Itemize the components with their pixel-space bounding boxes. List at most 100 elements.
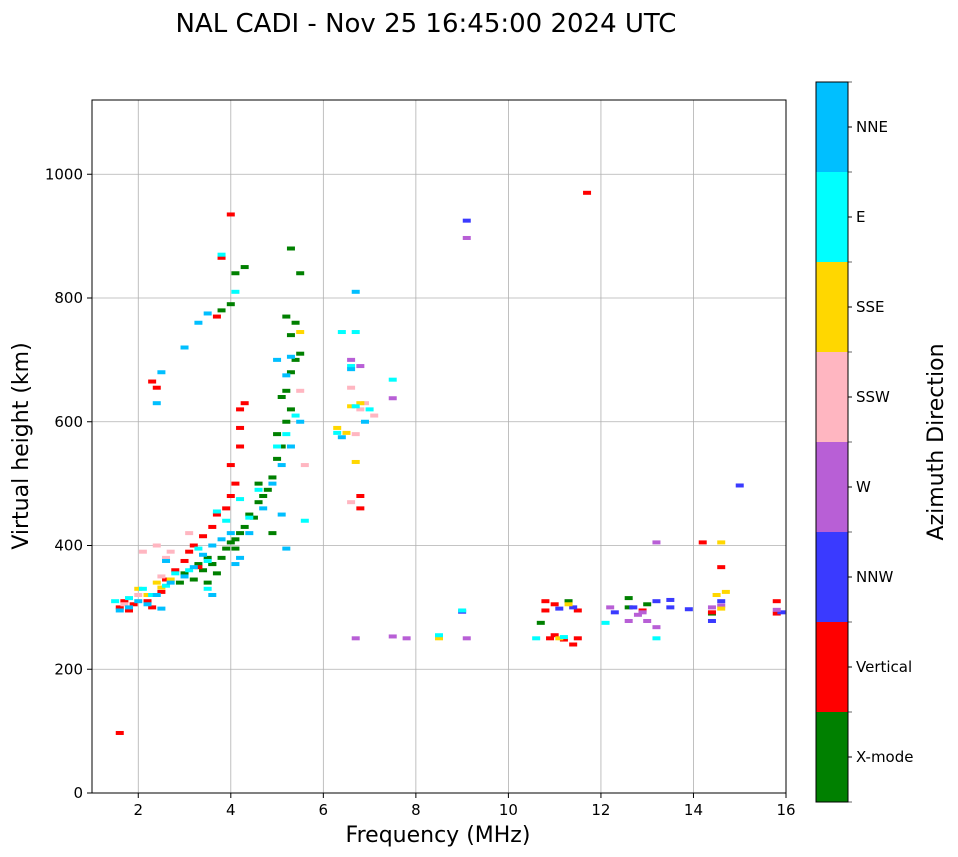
data-point <box>356 401 365 406</box>
colorbar-tick-label: W <box>856 478 871 496</box>
x-axis-ticks: 2 4 6 8 10 12 14 16 <box>133 793 796 819</box>
data-point <box>240 401 249 406</box>
data-point <box>536 620 545 625</box>
data-point <box>273 432 282 437</box>
colorbar-segment <box>816 352 848 442</box>
data-point <box>226 212 235 217</box>
data-point <box>291 357 300 362</box>
x-tick-label: 16 <box>776 801 795 819</box>
y-tick-label: 400 <box>54 537 83 555</box>
data-point <box>222 546 231 551</box>
data-point <box>286 246 295 251</box>
data-point <box>550 633 559 638</box>
data-point <box>282 432 291 437</box>
y-tick-label: 200 <box>54 660 83 678</box>
data-point <box>351 404 360 409</box>
colorbar-segment <box>816 442 848 532</box>
data-point <box>175 580 184 585</box>
data-point <box>148 379 157 384</box>
data-point <box>707 610 716 615</box>
data-point <box>388 377 397 382</box>
data-point <box>189 543 198 548</box>
data-point <box>203 558 212 563</box>
data-point <box>347 357 356 362</box>
data-point <box>351 289 360 294</box>
data-point <box>300 463 309 468</box>
data-point <box>629 605 638 610</box>
data-point <box>273 357 282 362</box>
data-point <box>717 565 726 570</box>
data-point <box>559 637 568 642</box>
data-point <box>388 396 397 401</box>
data-point <box>217 537 226 542</box>
data-point <box>532 636 541 641</box>
data-point <box>208 524 217 529</box>
data-point <box>171 568 180 573</box>
colorbar-tick-label: SSW <box>856 388 890 406</box>
data-point <box>148 593 157 597</box>
data-point <box>684 607 693 612</box>
data-point <box>134 586 143 591</box>
data-point <box>162 583 171 588</box>
data-point <box>148 605 157 610</box>
data-point <box>217 255 226 260</box>
data-point <box>245 515 254 520</box>
data-point <box>157 606 166 611</box>
data-point <box>208 562 217 567</box>
data-point <box>217 252 226 257</box>
plot-frame <box>91 99 787 794</box>
data-point <box>717 606 726 611</box>
x-tick-label: 14 <box>684 801 703 819</box>
data-point <box>217 555 226 560</box>
data-point <box>236 407 245 412</box>
data-point <box>342 430 351 435</box>
x-tick-label: 2 <box>133 801 143 819</box>
data-point <box>707 605 716 610</box>
data-point <box>245 512 254 517</box>
colorbar-tick-label: E <box>856 208 865 226</box>
colorbar-frame <box>815 81 849 803</box>
data-point <box>199 552 208 557</box>
data-point <box>282 373 291 378</box>
data-point <box>296 388 305 393</box>
data-point <box>360 419 369 424</box>
data-point <box>282 546 291 551</box>
colorbar-segment <box>816 262 848 352</box>
data-point <box>212 314 221 319</box>
data-point <box>120 599 129 604</box>
data-point <box>360 401 369 406</box>
data-point <box>583 190 592 195</box>
data-point <box>365 407 374 412</box>
data-point <box>236 425 245 430</box>
data-point <box>286 354 295 359</box>
colorbar-label: Azimuth Direction <box>924 343 949 540</box>
data-point <box>573 636 582 641</box>
data-point <box>157 589 166 594</box>
data-point <box>555 606 564 611</box>
data-point <box>546 636 555 641</box>
data-point <box>111 599 120 604</box>
data-point <box>712 593 721 597</box>
chart-title: NAL CADI - Nov 25 16:45:00 2024 UTC <box>176 9 677 39</box>
data-point <box>254 500 263 505</box>
data-point <box>282 419 291 424</box>
colorbar-tick-label: Vertical <box>856 658 912 676</box>
data-point <box>286 370 295 375</box>
data-point <box>203 580 212 585</box>
data-point <box>199 568 208 573</box>
data-point <box>282 314 291 319</box>
data-point <box>564 599 573 604</box>
data-point <box>189 577 198 582</box>
data-point <box>222 506 231 511</box>
y-tick-label: 1000 <box>45 165 83 183</box>
data-point <box>125 596 134 601</box>
data-point <box>231 562 240 567</box>
data-point <box>152 385 161 390</box>
data-point <box>189 565 198 570</box>
data-point <box>194 546 203 551</box>
data-point <box>115 608 124 613</box>
data-point <box>698 540 707 545</box>
colorbar: X-mode Vertical NNW W SSW SSE E NNE <box>815 81 913 803</box>
data-point <box>125 608 134 613</box>
data-point <box>606 605 615 610</box>
